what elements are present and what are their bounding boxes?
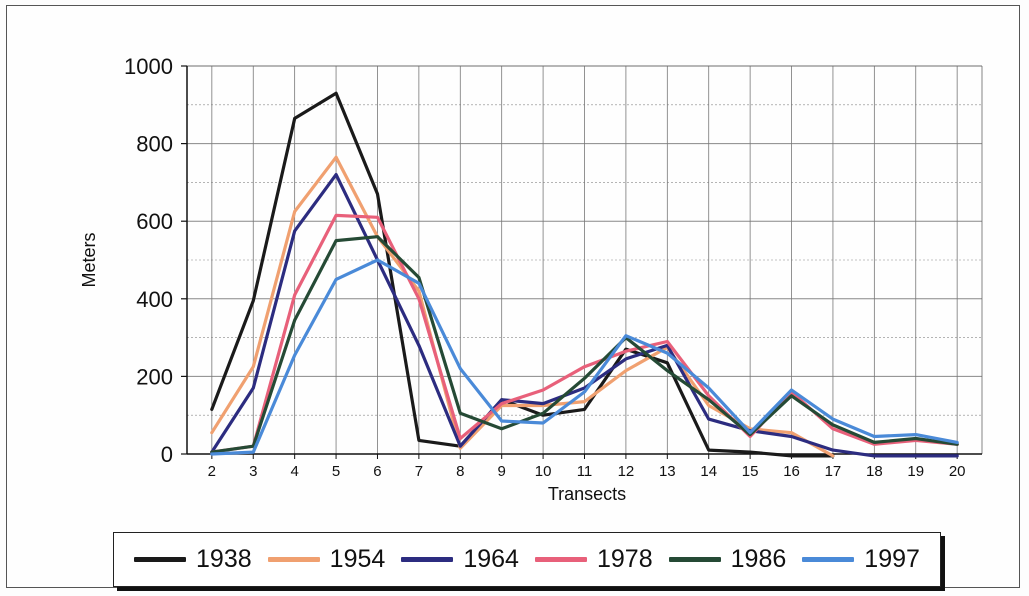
x-tick-label: 13: [659, 463, 676, 480]
x-tick-label: 18: [866, 463, 883, 480]
y-tick-label: 400: [136, 287, 173, 312]
series-line-1986: [210, 235, 959, 454]
x-tick-label: 9: [498, 463, 506, 480]
series-line-1964: [210, 173, 959, 458]
y-tick-label: 1000: [124, 54, 173, 79]
legend: 1938 1954 1964 1978 1986 1997: [113, 532, 941, 587]
x-tick-label: 7: [415, 463, 423, 480]
series-lines: [210, 91, 959, 458]
legend-item-1978: 1978: [534, 545, 653, 574]
series-line-1978: [210, 213, 959, 454]
chart-frame: 0 200 400 600 800 1000 2 3 4 5 6 7 8 9 10 11 12 13 14 15 16…: [6, 5, 1020, 588]
x-tick-label: 6: [373, 463, 381, 480]
y-tick-label: 200: [136, 364, 173, 389]
x-tick-label: 12: [618, 463, 635, 480]
x-tick-label: 11: [577, 463, 593, 480]
legend-label: 1938: [196, 545, 252, 573]
x-tick-label: 4: [290, 463, 298, 480]
y-tick-label: 800: [136, 132, 173, 157]
legend-item-1964: 1964: [401, 545, 519, 574]
series-line-1954: [210, 155, 835, 458]
x-tick-label: 10: [535, 463, 552, 480]
legend-swatch: [802, 557, 855, 562]
x-axis-label: Transects: [548, 484, 626, 504]
x-tick-label: 14: [700, 463, 717, 480]
x-tick-labels: 2 3 4 5 6 7 8 9 10 11 12 13 14 15 16 17 18 19 20: [208, 463, 966, 480]
legend-swatch: [134, 557, 187, 562]
y-tick-label: 0: [161, 442, 173, 467]
x-tick-label: 5: [332, 463, 340, 480]
y-axis-label: Meters: [79, 232, 99, 287]
y-tick-labels: 0 200 400 600 800 1000: [124, 54, 173, 467]
legend-label: 1986: [730, 545, 787, 573]
legend-swatch: [401, 557, 454, 562]
x-tick-label: 16: [783, 463, 800, 480]
x-tick-label: 3: [249, 463, 257, 480]
legend-item-1997: 1997: [802, 545, 920, 574]
legend-item-1938: 1938: [134, 545, 252, 574]
y-tick-label: 600: [136, 209, 173, 234]
line-chart: 0 200 400 600 800 1000 2 3 4 5 6 7 8 9 10 11 12 13 14 15 16…: [79, 54, 983, 504]
grid: [187, 65, 983, 455]
legend-swatch: [668, 557, 721, 562]
legend-label: 1954: [329, 545, 386, 573]
x-tick-label: 2: [208, 463, 216, 480]
legend-item-1954: 1954: [267, 545, 386, 574]
axes: [181, 65, 982, 459]
x-tick-label: 17: [825, 463, 842, 480]
legend-label: 1997: [864, 545, 920, 573]
legend-label: 1978: [596, 545, 653, 573]
series-line-1938: [210, 91, 835, 458]
x-tick-label: 20: [949, 463, 966, 480]
x-tick-label: 15: [742, 463, 759, 480]
series-line-1997: [210, 258, 959, 456]
x-tick-label: 8: [456, 463, 464, 480]
legend-swatch: [267, 557, 320, 562]
x-tick-label: 19: [907, 463, 924, 480]
legend-item-1986: 1986: [668, 545, 787, 574]
legend-swatch: [534, 557, 587, 562]
legend-label: 1964: [463, 545, 519, 573]
